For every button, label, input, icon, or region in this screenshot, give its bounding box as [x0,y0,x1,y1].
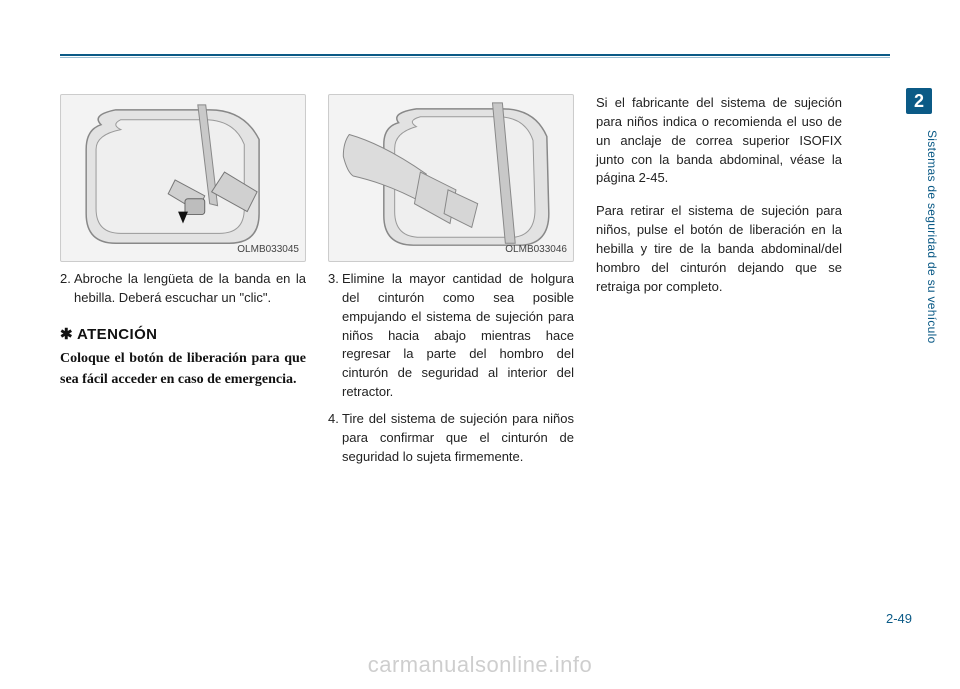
step-2-text: Abroche la lengüeta de la banda en la he… [74,270,306,308]
step-2: 2. Abroche la lengüeta de la banda en la… [60,270,306,308]
column-3: Si el fabricante del sistema de sujeción… [596,94,842,466]
step-4: 4. Tire del sistema de sujeción para niñ… [328,410,574,467]
figure-1: OLMB033045 [60,94,306,262]
header-rule-thin [60,57,890,58]
figure-2: OLMB033046 [328,94,574,262]
step-3: 3. Elimine la mayor cantidad de holgura … [328,270,574,402]
figure-2-caption: OLMB033046 [505,243,567,258]
header-rule-thick [60,54,890,56]
manual-page: OLMB033045 2. Abroche la lengüeta de la … [0,0,960,689]
step-4-text: Tire del sistema de sujeción para niños … [342,410,574,467]
column-1: OLMB033045 2. Abroche la lengüeta de la … [60,94,306,466]
attention-body: Coloque el botón de liberación para que … [60,349,306,390]
step-2-number: 2. [60,270,74,308]
page-number: 2-49 [886,610,912,629]
content-columns: OLMB033045 2. Abroche la lengüeta de la … [60,94,912,466]
watermark: carmanualsonline.info [0,649,960,681]
step-4-number: 4. [328,410,342,467]
figure-1-illustration [61,95,305,261]
figure-2-illustration [329,95,573,261]
col3-para-2: Para retirar el sistema de sujeción para… [596,202,842,296]
column-2: OLMB033046 3. Elimine la mayor cantidad … [328,94,574,466]
step-3-text: Elimine la mayor cantidad de holgura del… [342,270,574,402]
col3-para-1: Si el fabricante del sistema de sujeción… [596,94,842,188]
attention-heading: ✱ ATENCIÓN [60,324,306,346]
step-3-number: 3. [328,270,342,402]
chapter-tab: 2 [906,88,932,114]
side-label: Sistemas de seguridad de su vehículo [923,130,940,344]
figure-1-caption: OLMB033045 [237,243,299,258]
